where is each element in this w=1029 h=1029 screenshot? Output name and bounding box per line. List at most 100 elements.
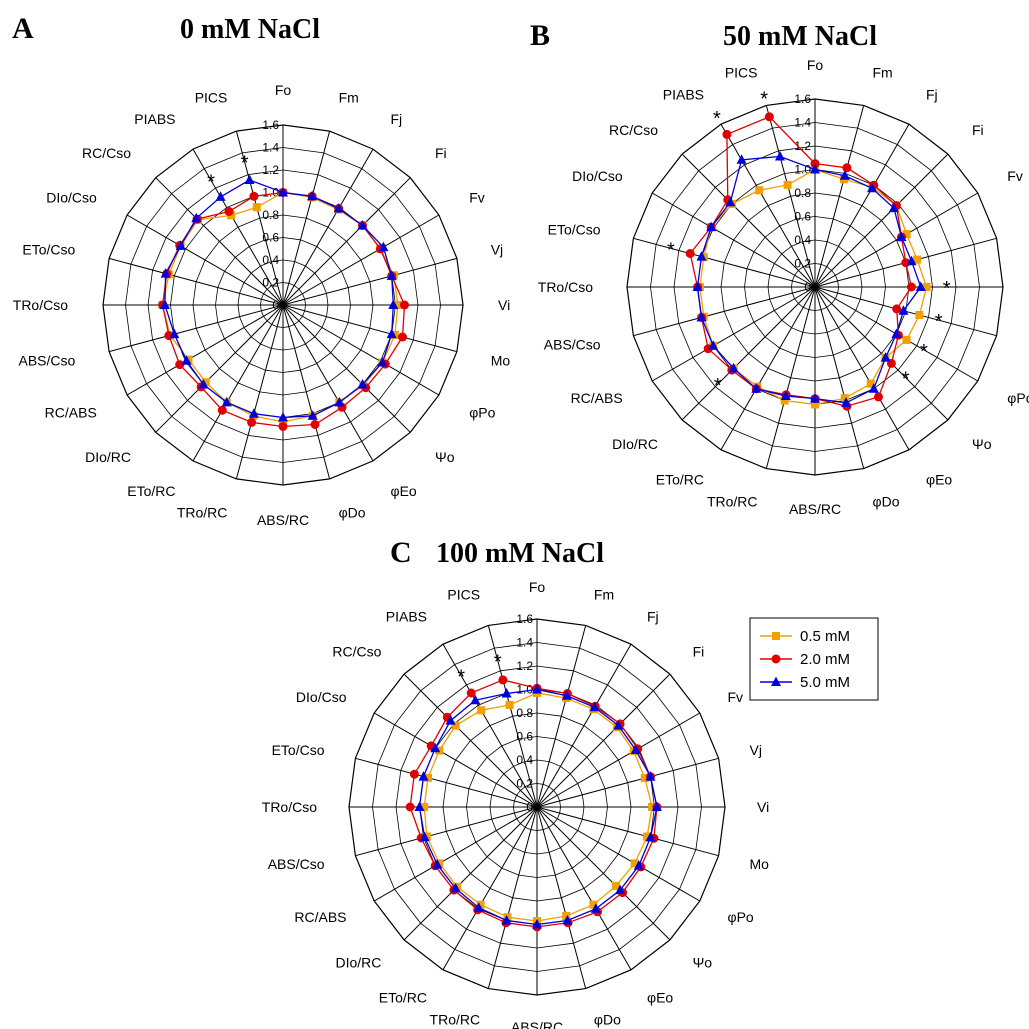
axis-label: ABS/Cso <box>268 856 325 872</box>
data-point <box>169 328 180 339</box>
grid-spoke <box>282 148 374 306</box>
panel-letter: C <box>390 536 412 569</box>
data-point <box>278 187 288 197</box>
grid-spoke <box>651 286 816 382</box>
grid-spoke <box>633 237 816 288</box>
axis-label: RC/ABS <box>294 909 346 925</box>
axis-label: ETo/RC <box>379 990 427 1006</box>
data-point <box>398 332 407 342</box>
grid-spoke <box>355 757 538 808</box>
radar-grid <box>348 618 726 996</box>
r-tick-label: 1.2 <box>262 163 279 177</box>
r-tick-label: 1.6 <box>516 612 533 626</box>
data-point <box>310 420 320 429</box>
data-point <box>645 771 656 781</box>
data-point <box>590 903 601 913</box>
panel-letter: B <box>530 19 550 52</box>
grid-spoke <box>235 130 284 306</box>
axis-label: DIo/Cso <box>46 190 97 206</box>
data-point <box>640 774 649 783</box>
data-point <box>377 356 388 367</box>
significance-star: * <box>457 667 465 689</box>
series-5-0-mM <box>414 684 662 929</box>
data-point <box>562 912 571 920</box>
data-point <box>696 311 707 322</box>
grid-spoke <box>814 105 865 288</box>
data-point <box>198 379 209 389</box>
data-point <box>898 305 909 315</box>
series-5-0-mM <box>692 151 926 407</box>
grid-spoke <box>282 304 411 433</box>
data-point <box>811 400 819 409</box>
r-tick-label: 0 <box>804 280 811 294</box>
series-5-0-mM <box>159 174 399 422</box>
significance-star: * <box>902 369 910 391</box>
data-point <box>633 860 644 870</box>
axis-label: ABS/RC <box>511 1019 563 1029</box>
axis-label: RC/ABS <box>571 390 623 406</box>
r-tick-label: 1.0 <box>516 683 533 697</box>
data-point <box>175 360 185 370</box>
grid-spoke <box>373 712 538 808</box>
grid-spoke <box>651 192 816 288</box>
significance-star: * <box>943 278 951 300</box>
data-point <box>874 392 883 402</box>
legend-marker <box>771 654 781 664</box>
grid-spoke <box>442 643 538 808</box>
significance-star: * <box>714 375 722 397</box>
panel-title: 100 mM NaCl <box>436 538 604 569</box>
data-point <box>775 151 785 161</box>
r-tick-label: 1.2 <box>516 659 533 673</box>
data-point <box>780 396 789 405</box>
axis-label: Fo <box>807 57 824 73</box>
grid-spoke <box>814 153 949 288</box>
grid-spoke <box>814 192 979 288</box>
significance-star: * <box>760 89 768 111</box>
data-point <box>400 300 409 310</box>
data-point <box>470 694 481 705</box>
grid-spoke <box>536 806 632 971</box>
grid-spoke <box>720 286 816 451</box>
axis-label: TRo/Cso <box>538 279 593 295</box>
data-point <box>780 390 791 400</box>
grid-spoke <box>536 806 671 941</box>
grid-spoke <box>814 286 949 421</box>
data-point <box>378 241 389 252</box>
data-point <box>842 163 852 173</box>
data-point <box>409 769 419 779</box>
r-tick-label: 0.6 <box>262 231 279 245</box>
data-point <box>333 203 344 213</box>
data-point <box>476 900 485 909</box>
data-point <box>307 190 318 201</box>
r-tick-label: 0.2 <box>262 276 279 290</box>
axis-label: TRo/Cso <box>13 297 68 313</box>
r-tick-label: 0.2 <box>794 257 811 271</box>
data-point <box>420 803 429 811</box>
data-point <box>248 408 259 418</box>
data-point <box>418 771 429 781</box>
data-point <box>648 803 657 811</box>
grid-spoke <box>155 177 284 306</box>
grid-spoke <box>126 304 284 396</box>
axis-label: Fm <box>594 587 614 603</box>
data-point <box>430 742 441 753</box>
r-tick-label: 1.6 <box>794 92 811 106</box>
data-point <box>810 164 820 174</box>
data-point <box>477 706 486 715</box>
data-point <box>386 328 397 339</box>
grid-spoke <box>814 123 910 288</box>
data-point <box>175 240 186 250</box>
data-point <box>751 383 762 393</box>
r-tick-label: 0.8 <box>794 186 811 200</box>
grid-spoke <box>282 304 374 462</box>
r-tick-label: 0.4 <box>262 253 279 267</box>
axis-label: Fv <box>1007 168 1023 184</box>
data-point <box>191 212 202 223</box>
axis-label: Vi <box>498 297 510 313</box>
data-point <box>473 902 484 912</box>
data-point <box>630 859 639 868</box>
data-point <box>708 340 719 350</box>
grid-spoke <box>403 806 538 941</box>
significance-star: * <box>667 239 675 261</box>
data-point <box>386 270 397 280</box>
